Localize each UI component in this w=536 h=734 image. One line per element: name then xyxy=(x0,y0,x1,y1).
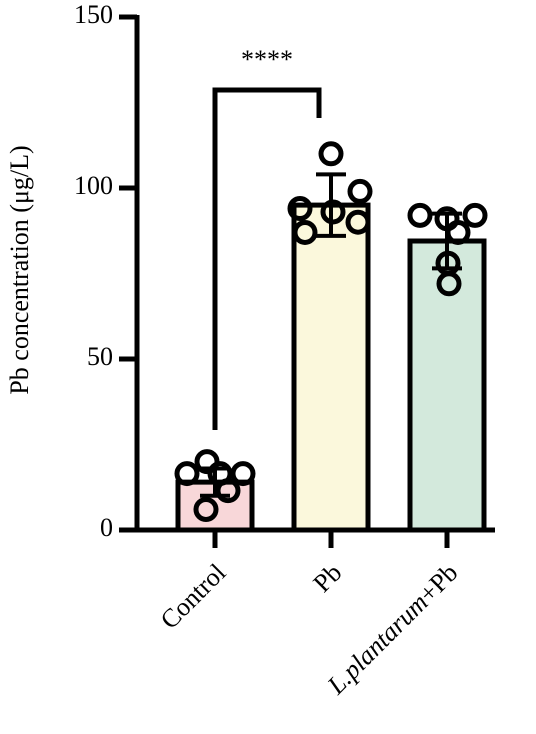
data-point xyxy=(462,202,488,228)
x-tick-label: Control xyxy=(155,558,232,635)
data-point xyxy=(345,209,371,235)
data-point xyxy=(407,202,433,228)
data-point xyxy=(320,199,346,225)
error-bar xyxy=(316,172,346,238)
data-point xyxy=(347,178,373,204)
bar xyxy=(291,202,371,533)
y-axis-label: Pb concentration (μg/L) xyxy=(5,145,34,394)
x-tick-label: Pb xyxy=(308,558,348,598)
y-tick-label: 100 xyxy=(74,171,113,200)
significance-bracket xyxy=(212,87,322,430)
data-point xyxy=(436,271,462,297)
data-point xyxy=(292,219,318,245)
data-point xyxy=(174,461,200,487)
data-point xyxy=(230,461,256,487)
data-point xyxy=(193,496,219,522)
y-tick-label: 0 xyxy=(100,513,113,542)
y-tick-label: 150 xyxy=(74,0,113,29)
significance-label: **** xyxy=(241,45,293,74)
y-tick-label: 50 xyxy=(87,342,113,371)
data-point xyxy=(318,141,344,167)
data-point xyxy=(215,478,241,504)
bar xyxy=(407,238,487,533)
data-point xyxy=(445,219,471,245)
data-point xyxy=(287,196,313,222)
